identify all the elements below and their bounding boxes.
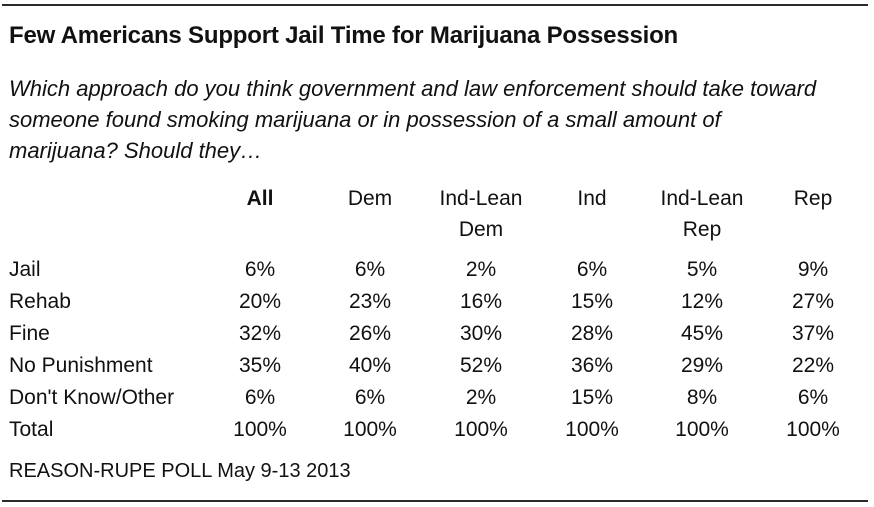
table-cell: 16% [459,290,503,313]
table-cell: 52% [459,354,503,377]
table-cell: 40% [348,354,392,377]
column-header-line: Ind [577,187,607,210]
chart-title: Few Americans Support Jail Time for Mari… [9,22,679,49]
table-cell: 8% [686,386,718,409]
question-line: someone found smoking marijuana or in po… [9,107,721,132]
table-cell: 100% [233,418,287,441]
column-header: Ind-Lean Rep [637,183,767,245]
table-cell: 28% [570,322,614,345]
column-header: All [195,183,325,214]
table-cell: 22% [791,354,835,377]
question-line: Which approach do you think government a… [9,76,817,101]
column-header-line: All [246,187,274,210]
table-cell: 100% [675,418,729,441]
table-cell: 100% [786,418,840,441]
table-cell: 6% [576,258,608,281]
column-header-line: Rep [793,187,833,210]
column-header: Rep [748,183,874,214]
table-cell: 6% [354,386,386,409]
table-cell: 15% [570,386,614,409]
row-label: Jail [9,258,41,281]
column-header-line: Rep [682,218,722,241]
table-cell: 5% [686,258,718,281]
table-cell: 12% [680,290,724,313]
row-label: Rehab [9,290,71,313]
table-cell: 35% [238,354,282,377]
source-note: REASON-RUPE POLL May 9-13 2013 [9,460,351,482]
column-header-line: Dem [347,187,393,210]
table-cell: 26% [348,322,392,345]
table-cell: 2% [465,386,497,409]
table-cell: 30% [459,322,503,345]
row-label: Don't Know/Other [9,386,175,409]
question-line: marijuana? Should they… [9,138,263,163]
column-header-line: Ind-Lean [439,187,523,210]
table-cell: 9% [797,258,829,281]
table-cell: 32% [238,322,282,345]
column-header-line: Ind-Lean [660,187,744,210]
bottom-rule [2,500,868,502]
row-label: Total [9,418,54,441]
table-cell: 29% [680,354,724,377]
table-cell: 36% [570,354,614,377]
table-cell: 6% [797,386,829,409]
table-cell: 15% [570,290,614,313]
table-cell: 6% [354,258,386,281]
table-cell: 6% [244,386,276,409]
table-cell: 100% [343,418,397,441]
table-cell: 45% [680,322,724,345]
table-cell: 100% [565,418,619,441]
table-cell: 20% [238,290,282,313]
column-header: Dem [305,183,435,214]
table-cell: 37% [791,322,835,345]
table-cell: 23% [348,290,392,313]
column-header: Ind-Lean Dem [416,183,546,245]
row-label: Fine [9,322,50,345]
row-label: No Punishment [9,354,153,377]
top-rule [2,4,868,6]
column-header-line: Dem [458,218,504,241]
table-cell: 2% [465,258,497,281]
column-header: Ind [527,183,657,214]
survey-question: Which approach do you think government a… [9,73,869,166]
table-cell: 100% [454,418,508,441]
table-cell: 6% [244,258,276,281]
table-cell: 27% [791,290,835,313]
